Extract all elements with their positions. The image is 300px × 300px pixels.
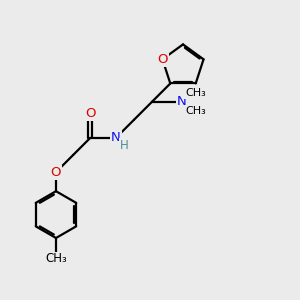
Text: N: N: [111, 131, 121, 144]
Text: CH₃: CH₃: [185, 106, 206, 116]
Text: O: O: [85, 107, 95, 120]
Text: O: O: [51, 166, 61, 178]
Text: N: N: [177, 95, 187, 108]
Text: CH₃: CH₃: [185, 88, 206, 98]
Text: O: O: [157, 53, 168, 66]
Text: H: H: [120, 139, 129, 152]
Text: CH₃: CH₃: [45, 253, 67, 266]
